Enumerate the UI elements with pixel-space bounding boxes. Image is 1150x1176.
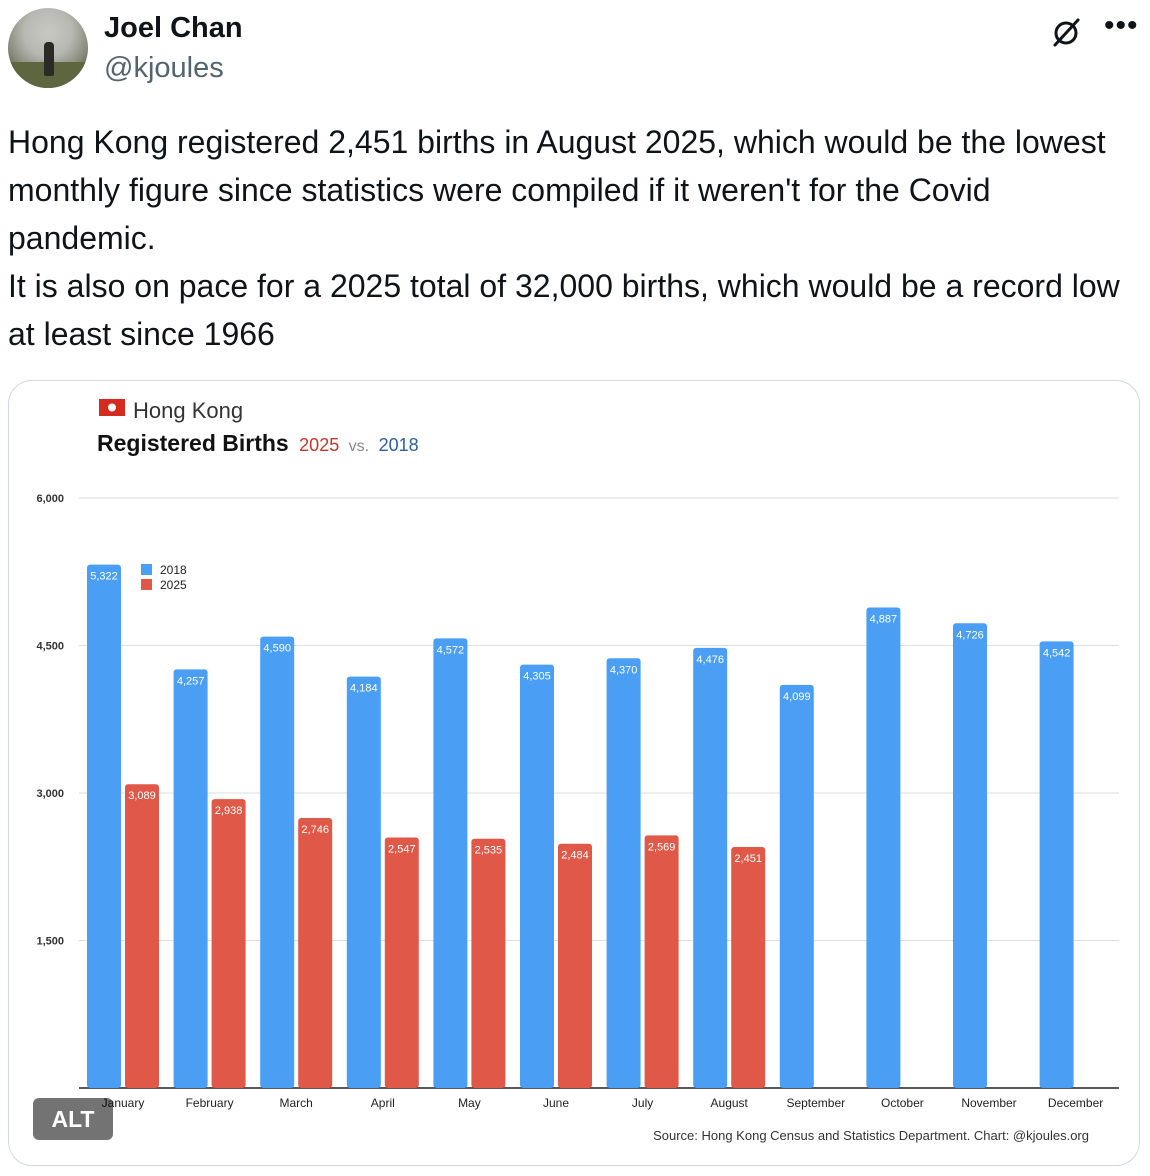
x-tick-label: October bbox=[881, 1096, 924, 1110]
x-tick-label: May bbox=[458, 1096, 481, 1110]
chart-x-labels: January February March April May June July Augu… bbox=[102, 1096, 1104, 1110]
bar-value-label: 5,322 bbox=[90, 571, 118, 583]
bar-value-label: 2,746 bbox=[301, 824, 329, 836]
bar-value-label: 2,547 bbox=[388, 844, 416, 856]
legend-swatch bbox=[141, 579, 152, 590]
bar-2025-july bbox=[644, 835, 679, 1088]
x-tick-label: December bbox=[1048, 1096, 1103, 1110]
bar-value-label: 4,184 bbox=[350, 683, 378, 695]
bar-value-label: 2,451 bbox=[734, 853, 762, 865]
y-tick-label: 1,500 bbox=[36, 936, 64, 948]
bar-value-label: 2,484 bbox=[561, 850, 589, 862]
bar-2018-october bbox=[866, 607, 901, 1088]
tweet-text: Hong Kong registered 2,451 births in Aug… bbox=[8, 118, 1138, 358]
bar-2018-may bbox=[433, 638, 468, 1088]
bar-2018-april bbox=[346, 676, 381, 1088]
bar-2018-september bbox=[779, 684, 814, 1088]
bar-2018-january bbox=[87, 564, 121, 1088]
x-tick-label: July bbox=[632, 1096, 653, 1110]
author-handle[interactable]: @kjoules bbox=[104, 52, 224, 84]
avatar[interactable] bbox=[8, 8, 88, 88]
legend-swatch bbox=[141, 564, 152, 575]
chart-bars: 5,322 3,089 4,257 2,938 4,590 2,746 4,184 2,547… bbox=[87, 564, 1074, 1088]
alt-badge[interactable]: ALT bbox=[33, 1098, 113, 1140]
legend-label: 2018 bbox=[160, 563, 187, 577]
chart-title-main: Registered Births bbox=[97, 430, 289, 456]
bar-value-label: 2,569 bbox=[648, 841, 676, 853]
x-tick-label: March bbox=[280, 1096, 313, 1110]
y-tick-label: 6,000 bbox=[36, 493, 64, 505]
chart-title-2018: 2018 bbox=[379, 435, 419, 455]
bar-2018-march bbox=[260, 636, 295, 1088]
chart-source: Source: Hong Kong Census and Statistics … bbox=[653, 1128, 1089, 1143]
bar-2025-february bbox=[211, 799, 246, 1088]
bar-value-label: 4,476 bbox=[696, 654, 724, 666]
legend-label: 2025 bbox=[160, 578, 187, 592]
bar-value-label: 2,938 bbox=[215, 805, 243, 817]
x-tick-label: April bbox=[371, 1096, 395, 1110]
x-tick-label: June bbox=[543, 1096, 569, 1110]
chart-region: Hong Kong bbox=[133, 398, 243, 423]
chart-title-2025: 2025 bbox=[299, 435, 339, 455]
bar-2018-december bbox=[1039, 641, 1074, 1088]
bar-2018-august bbox=[693, 647, 728, 1088]
bar-value-label: 3,089 bbox=[128, 790, 156, 802]
bar-2025-june bbox=[558, 843, 592, 1088]
chart-title-vs: vs. bbox=[349, 438, 369, 455]
bar-2025-january bbox=[125, 784, 159, 1088]
births-chart: Hong Kong Registered Births 2025 vs. 201… bbox=[36, 398, 1119, 1143]
bar-2025-april bbox=[384, 837, 419, 1088]
bar-value-label: 4,305 bbox=[523, 671, 551, 683]
bar-2025-august bbox=[731, 846, 766, 1088]
bar-value-label: 2,535 bbox=[475, 845, 503, 857]
bar-value-label: 4,887 bbox=[870, 613, 898, 625]
y-tick-label: 4,500 bbox=[36, 641, 64, 653]
more-options-icon[interactable]: ••• bbox=[1104, 9, 1139, 42]
bar-value-label: 4,590 bbox=[263, 643, 291, 655]
bar-2025-may bbox=[471, 838, 506, 1088]
x-tick-label: November bbox=[961, 1096, 1016, 1110]
bar-value-label: 4,572 bbox=[437, 644, 465, 656]
bar-2018-november bbox=[953, 623, 987, 1088]
bar-value-label: 4,726 bbox=[956, 629, 984, 641]
avatar-figure bbox=[44, 42, 54, 76]
bar-value-label: 4,257 bbox=[177, 675, 205, 687]
bar-2018-february bbox=[173, 669, 208, 1088]
bar-2018-june bbox=[520, 664, 554, 1088]
bar-value-label: 4,099 bbox=[783, 691, 811, 703]
chart-grid: 1,500 3,000 4,500 6,000 bbox=[36, 493, 1119, 1089]
x-tick-label: August bbox=[711, 1096, 749, 1110]
tweet-text-line-1: Hong Kong registered 2,451 births in Aug… bbox=[8, 124, 1106, 256]
bar-2025-march bbox=[298, 817, 333, 1088]
media-card[interactable]: Hong Kong Registered Births 2025 vs. 201… bbox=[8, 380, 1140, 1166]
grok-icon[interactable] bbox=[1050, 16, 1082, 48]
bar-2018-july bbox=[606, 658, 641, 1088]
y-tick-label: 3,000 bbox=[36, 788, 64, 800]
x-tick-label: September bbox=[786, 1096, 845, 1110]
author-name[interactable]: Joel Chan bbox=[104, 12, 243, 44]
x-tick-label: February bbox=[186, 1096, 234, 1110]
bar-value-label: 4,542 bbox=[1043, 647, 1071, 659]
bar-value-label: 4,370 bbox=[610, 664, 638, 676]
flag-flower bbox=[108, 403, 116, 412]
chart-title: Registered Births 2025 vs. 2018 bbox=[97, 430, 419, 456]
tweet-text-line-2: It is also on pace for a 2025 total of 3… bbox=[8, 268, 1120, 352]
